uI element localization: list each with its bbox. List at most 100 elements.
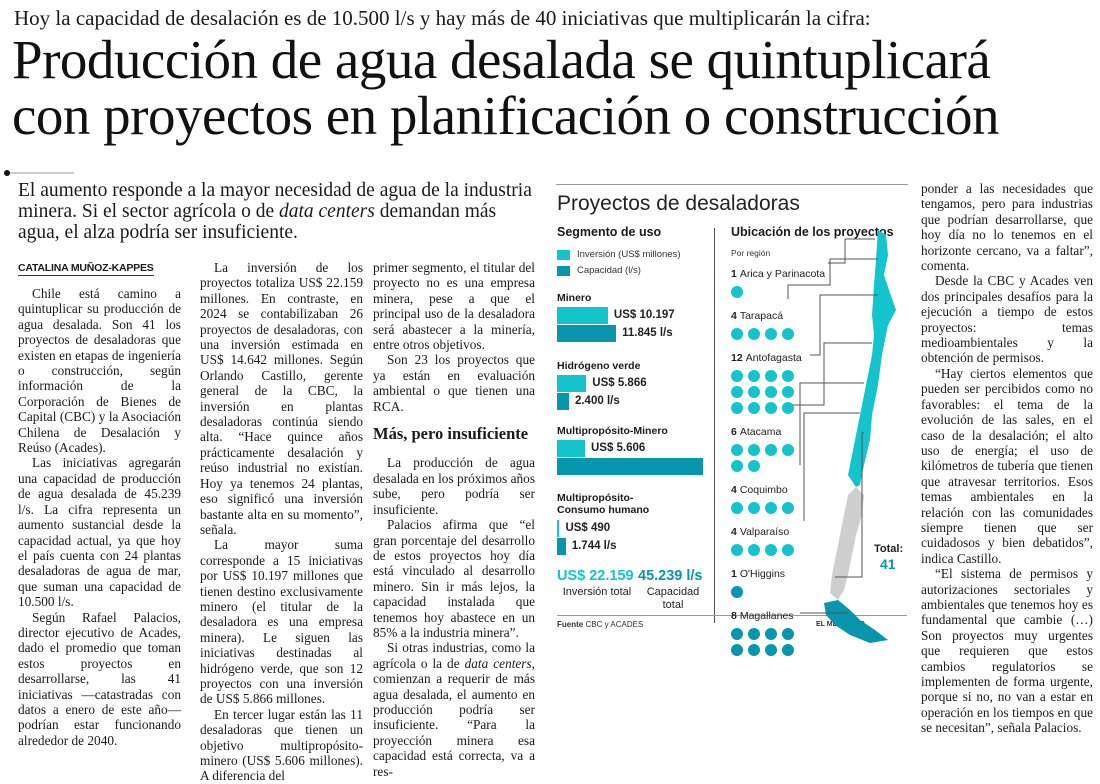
legend-label: Capacidad (l/s): [577, 265, 641, 276]
infographic-title: Proyectos de desaladoras: [557, 192, 800, 215]
project-dot: [765, 402, 777, 414]
project-dot: [765, 370, 777, 382]
region-label: 8 Magallanes: [731, 610, 794, 622]
region-label: 4 Tarapacá: [731, 310, 783, 322]
region-name: Magallanes: [739, 610, 794, 622]
segment-title: Segmento de uso: [557, 225, 662, 239]
project-dot: [782, 402, 794, 414]
capacity-bar: [557, 538, 566, 555]
byline: CATALINA MUÑOZ-KAPPES: [18, 262, 154, 276]
infographic-top-rule: [556, 184, 908, 185]
project-dot: [748, 370, 760, 382]
paragraph: En tercer lugar están las 11 desaladoras…: [200, 706, 363, 784]
project-dot: [731, 370, 743, 382]
region-label: 1 Arica y Parinacota: [731, 268, 825, 280]
region-count: 8: [731, 610, 737, 622]
project-dot: [748, 402, 760, 414]
article-column-1: Chile está camino a quintuplicar su prod…: [18, 286, 181, 748]
project-dot: [782, 544, 794, 556]
project-dot: [748, 502, 760, 514]
project-dot: [731, 644, 743, 656]
project-dot: [731, 460, 743, 472]
project-dot: [782, 644, 794, 656]
project-dot: [765, 644, 777, 656]
project-dot: [731, 386, 743, 398]
legend-swatch-investment: [557, 249, 570, 260]
project-dots: [731, 544, 795, 556]
map-connector-lines: [787, 238, 878, 614]
project-dot: [765, 328, 777, 340]
project-dot: [765, 386, 777, 398]
project-dot: [765, 544, 777, 556]
map-north-regions: [848, 230, 896, 487]
region-name: Valparaíso: [739, 526, 790, 538]
deck-text: El aumento responde a la mayor necesidad…: [18, 180, 532, 222]
capacity-value-label: 2.400 l/s: [574, 395, 620, 407]
region-count: 4: [731, 526, 737, 538]
total-capacity-label: Capacidad total: [646, 586, 700, 611]
region-label: 1 O'Higgins: [731, 568, 785, 580]
paragraph: La inversión de los proyectos totaliza U…: [200, 260, 363, 537]
paragraph: “Hay ciertos elementos que pueden ser pe…: [921, 365, 1093, 566]
paragraph: La producción de agua desalada en los pr…: [373, 455, 535, 517]
project-dot: [731, 328, 743, 340]
total-capacity-value: 45.239 l/s: [638, 568, 703, 584]
paragraph: “El sistema de permisos y autorizaciones…: [921, 566, 1093, 736]
paragraph: Palacios afirma que “el gran porcentaje …: [373, 517, 535, 640]
legend-investment: Inversión (US$ millones): [557, 249, 680, 260]
region-count: 1: [731, 268, 737, 280]
project-dots: [731, 444, 795, 472]
capacity-bar: [557, 458, 703, 475]
paragraph: La mayor suma corresponde a 15 iniciativ…: [200, 537, 363, 707]
paragraph: Son 23 los proyectos que ya están en eva…: [373, 352, 535, 414]
project-dots: [731, 286, 795, 298]
region-label: 6 Atacama: [731, 426, 781, 438]
investment-value-label: US$ 5.866: [592, 377, 647, 389]
region-count: 1: [731, 568, 737, 580]
source-note: Fuente CBC y ACADES: [557, 620, 643, 629]
investment-bar: [557, 520, 560, 537]
location-subtitle: Por región: [731, 248, 771, 258]
region-name: Coquimbo: [739, 484, 788, 496]
project-dot: [748, 628, 760, 640]
region-count: 4: [731, 310, 737, 322]
total-investment-label: Inversión total: [562, 586, 632, 598]
project-dot: [748, 460, 760, 472]
project-dot: [748, 544, 760, 556]
project-dot: [782, 386, 794, 398]
deck-italic: data centers: [278, 201, 375, 222]
total-investment-value: US$ 22.159: [557, 568, 634, 584]
text: , comienzan a requerir de más agua desal…: [373, 655, 535, 779]
map-magallanes: [824, 600, 888, 643]
region-count: 6: [731, 426, 737, 438]
legend-swatch-capacity: [557, 265, 570, 276]
project-dot: [748, 386, 760, 398]
investment-value-label: US$ 10.197: [613, 309, 675, 321]
capacity-bar: [557, 325, 617, 342]
project-dots: [731, 370, 795, 414]
project-dots: [731, 328, 795, 340]
total-value: 41: [880, 556, 896, 572]
project-dot: [748, 444, 760, 456]
source-rule: [557, 615, 907, 616]
map-central-regions: [830, 487, 864, 600]
project-dot: [731, 544, 743, 556]
headline-line-1: Producción de agua desalada se quintupli…: [12, 29, 991, 90]
region-label: 12 Antofagasta: [731, 352, 802, 364]
project-dot: [782, 328, 794, 340]
chile-map-icon: [787, 230, 896, 643]
paragraph: primer segmento, el titular del proyecto…: [373, 260, 535, 353]
article-column-4: ponder a las necesidades que tengamos, p…: [921, 181, 1093, 736]
total-label: Total:: [874, 543, 904, 555]
legend-capacity: Capacidad (l/s): [557, 265, 641, 276]
segment-label: Minero: [557, 292, 592, 304]
capacity-bar: [557, 393, 569, 410]
paragraph: Desde la CBC y Acades ven dos principale…: [921, 273, 1093, 366]
region-name: Tarapacá: [739, 310, 784, 322]
kicker: Hoy la capacidad de desalación es de 10.…: [14, 6, 871, 30]
segment-label: Multipropósito-Consumo humano: [557, 492, 650, 516]
subheading: Más, pero insuficiente: [373, 424, 529, 444]
project-dot: [731, 286, 743, 298]
project-dots: [731, 628, 795, 656]
project-dot: [748, 644, 760, 656]
